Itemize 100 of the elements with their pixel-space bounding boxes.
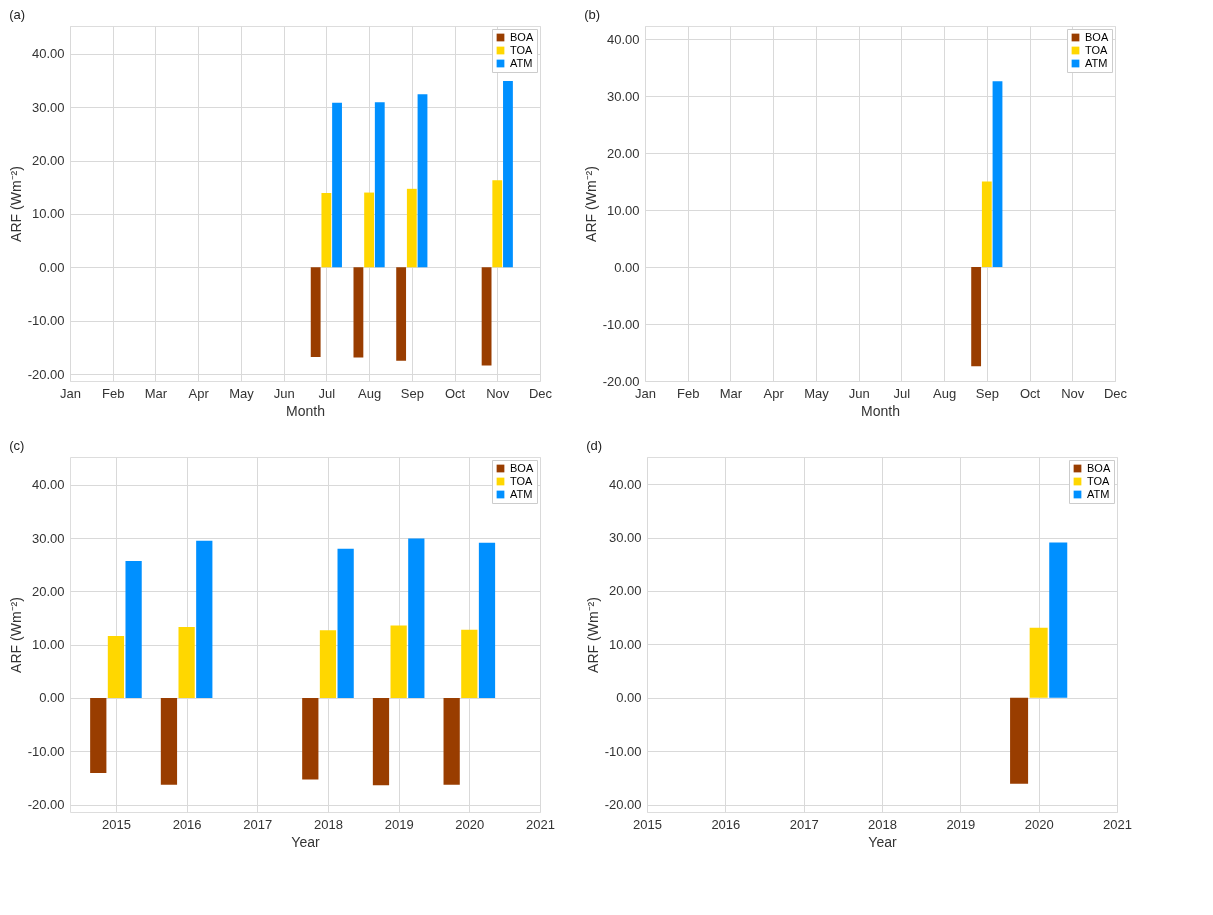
bar	[372, 697, 390, 786]
bar	[302, 697, 319, 780]
legend-label: BOA	[1087, 461, 1111, 474]
y-tick-label: 10.00	[31, 206, 65, 222]
bar	[1010, 697, 1029, 784]
y-tick-label: 30.00	[31, 99, 65, 115]
x-tick-label: 2019	[946, 816, 976, 832]
y-tick-label: 20.00	[608, 583, 642, 599]
x-tick-label: Feb	[102, 385, 125, 401]
y-tick-label: 20.00	[606, 145, 640, 161]
chart-title: (d)	[586, 438, 603, 453]
bar	[353, 267, 364, 358]
y-tick-label: -20.00	[604, 797, 642, 813]
x-axis-title: Month	[861, 402, 900, 419]
bar	[107, 636, 125, 698]
x-tick-label: Dec	[528, 385, 553, 401]
x-tick-label: Mar	[144, 385, 168, 401]
x-tick-label: 2018	[314, 816, 343, 832]
y-axis-title: ARF (Wm⁻²)	[7, 166, 24, 242]
bar	[160, 697, 178, 785]
bar	[319, 630, 337, 698]
legend-label: TOA	[510, 43, 534, 56]
legend-label: BOA	[510, 30, 534, 43]
legend-label: TOA	[1085, 43, 1109, 56]
x-tick-label: Sep	[975, 385, 999, 401]
x-tick-label: 2021	[1103, 816, 1132, 832]
y-tick-label: -20.00	[27, 797, 65, 813]
y-tick-label: 40.00	[31, 477, 65, 493]
legend-label: ATM	[510, 487, 533, 500]
x-axis-title: Year	[868, 833, 897, 850]
bar	[374, 102, 385, 268]
bar	[196, 540, 213, 698]
legend-label: ATM	[510, 56, 533, 69]
x-tick-label: Dec	[1103, 385, 1128, 401]
x-tick-label: Mar	[719, 385, 743, 401]
x-tick-label: Aug	[358, 385, 382, 401]
bar	[443, 697, 460, 785]
y-tick-label: 40.00	[31, 46, 65, 62]
y-tick-label: 30.00	[606, 88, 640, 104]
bar	[408, 538, 425, 698]
y-tick-label: -10.00	[604, 743, 642, 759]
bar	[90, 697, 107, 774]
x-tick-label: Jul	[318, 385, 336, 401]
x-tick-label: 2017	[243, 816, 273, 832]
x-tick-label: Feb	[677, 385, 700, 401]
x-tick-label: Jan	[60, 385, 81, 401]
y-tick-label: -10.00	[602, 316, 640, 332]
y-tick-label: 0.00	[616, 690, 642, 706]
x-tick-label: May	[804, 385, 830, 401]
y-tick-label: 10.00	[31, 637, 65, 653]
bar	[310, 267, 321, 357]
bar	[332, 102, 342, 268]
y-tick-label: 40.00	[606, 31, 640, 47]
bar	[478, 542, 496, 698]
x-tick-label: Oct	[1019, 385, 1041, 401]
bar	[364, 192, 374, 268]
x-tick-label: 2015	[101, 816, 131, 832]
bar	[481, 267, 492, 366]
bar	[1049, 542, 1068, 698]
y-tick-label: -20.00	[27, 366, 65, 382]
x-tick-label: 2020	[1024, 816, 1054, 832]
x-tick-label: Oct	[444, 385, 466, 401]
x-tick-label: Jul	[893, 385, 911, 401]
bar	[503, 80, 513, 268]
legend-label: BOA	[1085, 30, 1109, 43]
x-tick-label: 2020	[455, 816, 485, 832]
bar	[492, 180, 503, 268]
x-tick-label: 2015	[633, 816, 662, 832]
x-tick-label: Aug	[933, 385, 957, 401]
x-tick-label: Jun	[273, 385, 295, 401]
x-tick-label: 2016	[711, 816, 741, 832]
x-tick-label: Nov	[486, 385, 510, 401]
legend-label: ATM	[1087, 487, 1110, 500]
y-tick-label: 40.00	[608, 476, 642, 492]
bar	[321, 193, 332, 268]
legend-label: BOA	[510, 461, 534, 474]
x-tick-label: Nov	[1061, 385, 1085, 401]
legend-label: ATM	[1085, 56, 1108, 69]
y-tick-label: 20.00	[31, 583, 65, 599]
bar	[390, 625, 407, 698]
chart-title: (a)	[9, 7, 26, 22]
y-tick-label: -10.00	[27, 313, 65, 329]
chart-title: (b)	[584, 7, 601, 22]
x-tick-label: 2019	[384, 816, 414, 832]
bar	[1029, 627, 1048, 698]
y-axis-title: ARF (Wm⁻²)	[582, 166, 599, 242]
y-tick-label: 20.00	[31, 153, 65, 169]
y-tick-label: 0.00	[39, 259, 65, 275]
y-tick-label: 0.00	[39, 690, 65, 706]
x-tick-label: May	[229, 385, 255, 401]
bar	[417, 94, 428, 268]
y-tick-label: -10.00	[27, 743, 65, 759]
x-tick-label: 2018	[868, 816, 897, 832]
x-tick-label: 2017	[789, 816, 819, 832]
bar	[178, 627, 195, 698]
y-tick-label: 30.00	[31, 530, 65, 546]
x-tick-label: 2021	[526, 816, 555, 832]
x-axis-title: Year	[291, 833, 320, 850]
y-tick-label: 30.00	[608, 530, 642, 546]
y-tick-label: 10.00	[606, 202, 640, 218]
